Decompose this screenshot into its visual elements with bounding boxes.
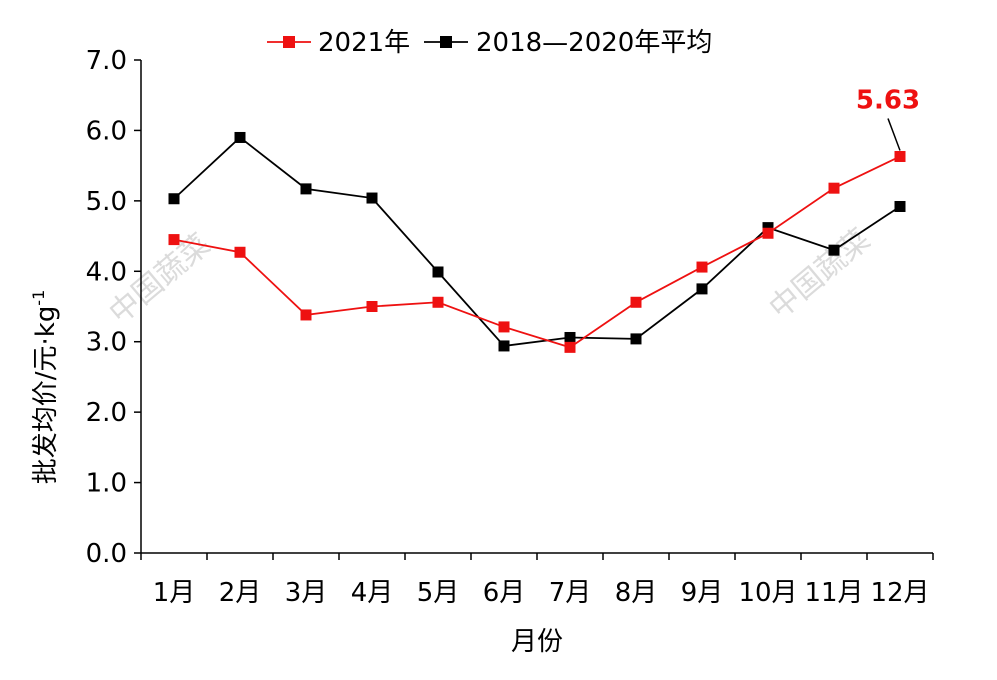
y-tick-label: 1.0 xyxy=(86,469,127,499)
data-point xyxy=(564,331,576,343)
data-point xyxy=(234,246,246,258)
legend-item-1[interactable]: 2018—2020年平均 xyxy=(424,28,712,58)
data-point xyxy=(234,131,246,143)
x-tick-label: 6月 xyxy=(483,578,526,608)
x-tick-label: 5月 xyxy=(417,578,460,608)
data-point xyxy=(498,340,510,352)
data-point xyxy=(630,333,642,345)
data-point xyxy=(300,309,312,321)
y-tick-label: 7.0 xyxy=(86,46,127,76)
legend-marker xyxy=(283,36,295,48)
data-point xyxy=(498,321,510,333)
y-tick-label: 5.0 xyxy=(86,187,127,217)
x-tick-label: 11月 xyxy=(804,578,863,608)
data-point xyxy=(762,222,774,234)
data-point xyxy=(696,283,708,295)
data-point xyxy=(894,200,906,212)
legend[interactable]: 2021年 2018—2020年平均 xyxy=(267,28,712,58)
annotation-leader-line xyxy=(887,118,901,151)
y-axis-title: 批发均价/元·kg-1 xyxy=(29,290,61,485)
data-point xyxy=(828,182,840,194)
y-axis-title-superscript: -1 xyxy=(29,290,48,306)
legend-marker xyxy=(440,36,452,48)
series-line-0 xyxy=(173,155,901,349)
y-tick-label: 0.0 xyxy=(86,539,127,569)
data-point xyxy=(894,150,906,162)
legend-label: 2018—2020年平均 xyxy=(476,28,712,58)
x-tick-label: 10月 xyxy=(738,578,797,608)
series-layer xyxy=(168,131,906,353)
axes xyxy=(140,60,933,554)
x-tick-label: 4月 xyxy=(351,578,394,608)
data-point xyxy=(762,227,774,239)
x-tick-label: 7月 xyxy=(549,578,592,608)
series-1 xyxy=(168,131,906,352)
x-axis-title: 月份 xyxy=(511,627,563,657)
data-point xyxy=(828,244,840,256)
data-point xyxy=(366,192,378,204)
y-tick-label: 6.0 xyxy=(86,116,127,146)
annotation: 5.63 xyxy=(856,85,920,151)
legend-label: 2021年 xyxy=(318,28,410,58)
data-label-dec-2021: 5.63 xyxy=(856,85,920,115)
data-point xyxy=(630,296,642,308)
data-point xyxy=(366,301,378,312)
x-tick-label: 8月 xyxy=(615,578,658,608)
data-point xyxy=(432,296,444,308)
y-tick-label: 2.0 xyxy=(86,398,127,428)
data-point xyxy=(168,193,180,205)
data-point xyxy=(564,341,576,353)
data-point xyxy=(300,183,312,195)
series-line-1 xyxy=(173,136,901,347)
data-point xyxy=(432,266,444,278)
data-point xyxy=(168,234,180,246)
legend-item-0[interactable]: 2021年 xyxy=(267,28,410,58)
y-axis-title-text: 批发均价/元·kg xyxy=(31,306,61,485)
x-tick-label: 9月 xyxy=(681,578,724,608)
data-point xyxy=(696,261,708,273)
x-tick-label: 3月 xyxy=(285,578,328,608)
x-tick-label: 2月 xyxy=(219,578,262,608)
y-tick-label: 4.0 xyxy=(86,257,127,287)
x-tick-label: 1月 xyxy=(153,578,196,608)
watermark-right: 中国蔬菜 xyxy=(763,222,877,326)
y-tick-label: 3.0 xyxy=(86,328,127,358)
x-tick-label: 12月 xyxy=(870,578,929,608)
y-ticks: 0.0 1.0 2.0 3.0 4.0 5.0 6.0 7.0 xyxy=(86,46,141,569)
series-0 xyxy=(168,150,906,353)
x-ticks: 1月 2月 3月 4月 5月 6月 7月 8月 9月 10月 11月 12月 xyxy=(140,553,934,608)
